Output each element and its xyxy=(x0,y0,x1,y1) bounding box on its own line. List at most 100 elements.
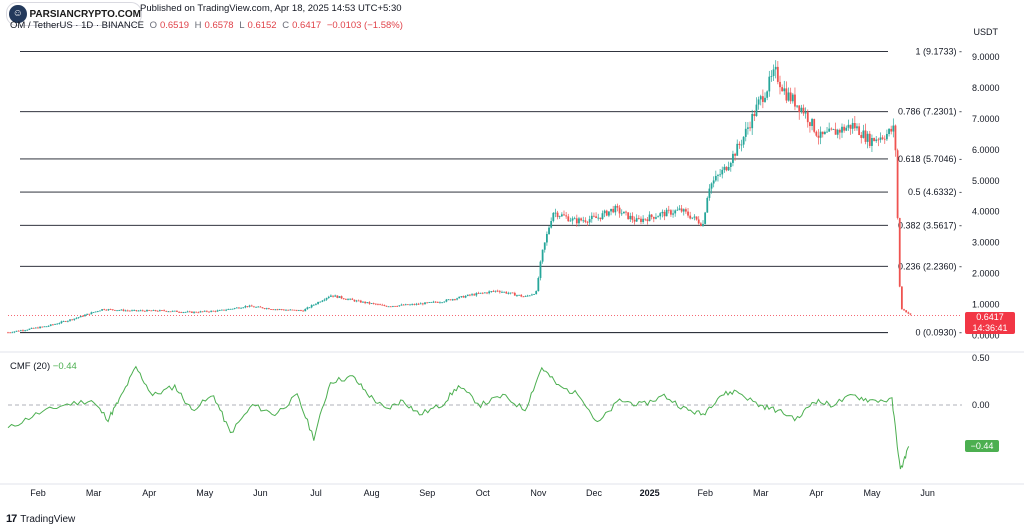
candle-body xyxy=(45,326,48,328)
candle-body xyxy=(823,131,826,135)
candle-body xyxy=(764,97,766,102)
symbol-header: OM / TetherUS · 1D · BINANCE O 0.6519 H 0.… xyxy=(10,20,406,31)
candle-body xyxy=(614,205,617,213)
candle-body xyxy=(229,308,232,310)
candle-body xyxy=(511,292,514,294)
candle-body xyxy=(813,119,816,132)
candle-body xyxy=(396,306,399,307)
candle-body xyxy=(368,302,371,304)
candle-body xyxy=(809,122,811,126)
candle-body xyxy=(545,234,548,243)
candle-body xyxy=(744,128,747,137)
candle-body xyxy=(629,215,632,220)
candle-body xyxy=(351,298,354,300)
candle-body xyxy=(419,303,422,305)
candle-body xyxy=(19,330,22,332)
candle-body xyxy=(556,212,559,218)
cmf-label[interactable]: CMF (20) xyxy=(10,361,51,372)
candle-body xyxy=(751,114,754,129)
candle-body xyxy=(719,174,722,176)
candle-body xyxy=(56,323,59,325)
cmf-header: CMF (20) −0.44 xyxy=(10,361,77,372)
candle-body xyxy=(586,221,589,223)
candle-body xyxy=(892,125,895,132)
candle-body xyxy=(263,308,266,310)
candle-body xyxy=(492,291,495,292)
candle-body xyxy=(434,301,437,303)
candle-body xyxy=(838,129,841,133)
candle-body xyxy=(81,315,84,317)
candle-body xyxy=(146,310,148,312)
candle-body xyxy=(490,291,493,292)
candle-body xyxy=(372,303,375,305)
candle-body xyxy=(69,319,71,321)
candle-body xyxy=(578,218,580,224)
candle-body xyxy=(503,291,506,293)
candle-body xyxy=(554,212,557,214)
candle-body xyxy=(176,310,178,312)
candle-body xyxy=(832,129,835,130)
time-tick-label: Oct xyxy=(476,488,491,498)
candle-body xyxy=(26,329,29,331)
candle-body xyxy=(178,311,180,313)
candle-body xyxy=(516,295,518,296)
candle-body xyxy=(289,309,292,311)
candle-body xyxy=(43,326,46,328)
candle-body xyxy=(413,304,416,305)
candle-body xyxy=(856,126,858,129)
candle-body xyxy=(451,299,454,301)
candle-body xyxy=(415,303,418,305)
candle-body xyxy=(565,215,568,217)
candle-body xyxy=(616,205,619,208)
candle-body xyxy=(366,302,369,304)
candle-body xyxy=(364,301,367,304)
candle-body xyxy=(428,302,431,303)
candle-body xyxy=(501,291,503,293)
candle-body xyxy=(143,310,146,312)
candle-body xyxy=(186,311,189,313)
candle-body xyxy=(216,310,219,312)
candle-body xyxy=(436,302,439,303)
candle-body xyxy=(883,138,886,140)
candle-body xyxy=(537,277,540,292)
fib-label: 0.618 (5.7046) - xyxy=(898,154,962,164)
candle-body xyxy=(205,310,208,312)
candle-body xyxy=(708,188,711,198)
candle-body xyxy=(740,144,743,146)
candle-body xyxy=(507,293,510,294)
candle-body xyxy=(757,99,760,105)
candle-body xyxy=(714,175,717,181)
cmf-tick-label: 0.50 xyxy=(972,353,990,363)
candle-body xyxy=(310,305,313,308)
candle-body xyxy=(400,304,403,306)
candle-body xyxy=(868,133,871,146)
candle-body xyxy=(156,310,159,312)
candle-body xyxy=(648,214,651,222)
candle-body xyxy=(402,304,405,306)
time-tick-label: Jul xyxy=(310,488,322,498)
candle-body xyxy=(278,309,281,310)
candle-body xyxy=(794,94,796,107)
candle-body xyxy=(826,131,828,133)
candle-body xyxy=(280,309,283,310)
candle-body xyxy=(851,122,854,129)
candle-body xyxy=(834,129,837,135)
candle-body xyxy=(665,209,668,217)
candle-body xyxy=(291,309,294,311)
candle-body xyxy=(563,214,565,216)
candle-body xyxy=(191,311,193,313)
symbol-label[interactable]: OM / TetherUS · 1D · BINANCE xyxy=(10,20,144,31)
candle-body xyxy=(712,180,715,184)
candle-body xyxy=(783,88,786,92)
close-label: C xyxy=(282,20,290,31)
candle-body xyxy=(193,311,195,313)
candle-body xyxy=(439,302,441,304)
watermark-logo: ☺ PARSIANCRYPTO.COM xyxy=(6,2,142,26)
candle-body xyxy=(319,301,322,303)
candle-body xyxy=(524,296,527,297)
candle-body xyxy=(233,308,236,309)
candle-body xyxy=(483,292,486,294)
candle-body xyxy=(590,215,593,220)
candle-body xyxy=(362,301,364,303)
candle-body xyxy=(625,211,627,213)
